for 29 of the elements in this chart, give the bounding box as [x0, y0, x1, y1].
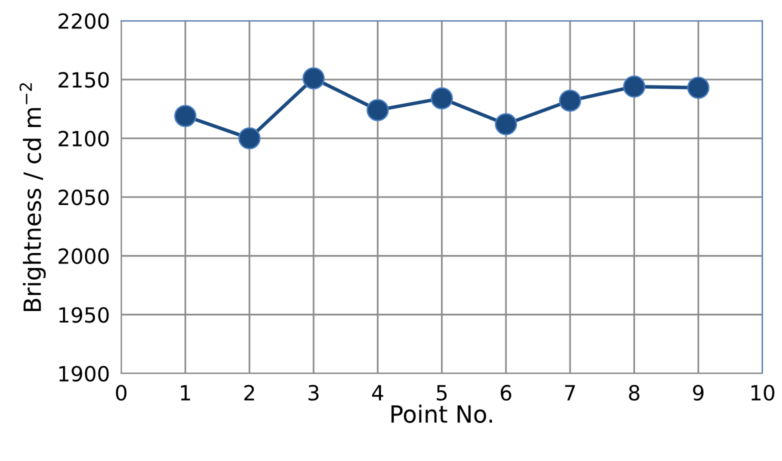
x-tick-label: 2	[244, 384, 254, 400]
y-axis-title: Brightness / cd m$^{−2}$	[20, 83, 46, 312]
point	[302, 67, 325, 90]
point	[238, 127, 261, 150]
point	[430, 87, 453, 110]
y-tick-label: 2150	[58, 72, 109, 88]
x-tick-label: 4	[372, 385, 384, 400]
point	[366, 98, 389, 122]
point	[494, 113, 518, 136]
x-tick-label: 5	[436, 385, 447, 401]
x-tick-label: 0	[116, 384, 126, 401]
point	[687, 76, 710, 99]
x-tick-label: 7	[565, 385, 575, 400]
y-tick-label: 1950	[59, 307, 109, 323]
y-tick-label: 2050	[58, 190, 109, 206]
y-tick-label: 1900	[59, 366, 109, 382]
x-tick-label: 9	[693, 384, 704, 401]
point	[174, 104, 196, 128]
x-tick-label: 1	[180, 385, 190, 400]
x-tick-label: 3	[308, 384, 319, 401]
x-tick-label: 10	[751, 384, 774, 401]
point	[558, 90, 582, 112]
point	[623, 75, 646, 98]
y-tick-label: 2000	[58, 248, 109, 264]
y-tick-label: 2100	[58, 130, 109, 147]
y-tick-label: 2200	[58, 13, 109, 29]
x-axis-title: Point No.	[391, 404, 492, 423]
x-tick-label: 8	[628, 384, 640, 401]
x-tick-label: 6	[500, 384, 512, 401]
